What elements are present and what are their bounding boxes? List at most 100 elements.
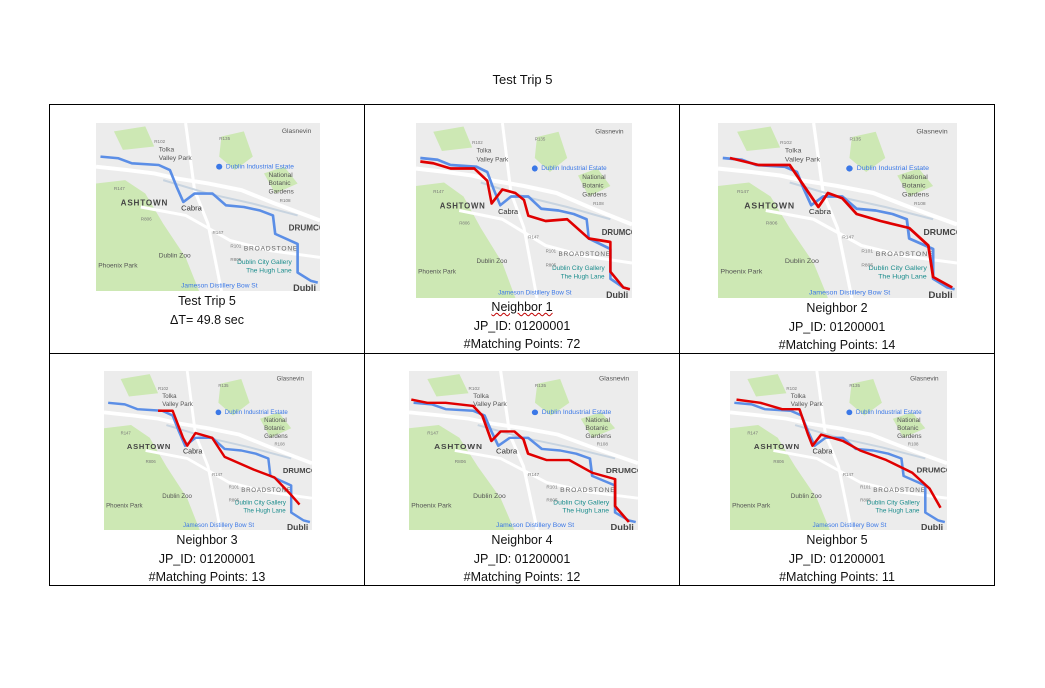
road-label-r147-5: R147 [528,234,539,239]
label-jameson: Jameson Distillery Bow St [812,522,886,529]
road-label-r135-0: R135 [849,137,861,143]
botanic-gardens-area [260,412,292,438]
label-industrial-estate: Dublin Industrial Estate [541,165,607,172]
road-label-r147-2: R147 [121,431,132,436]
cemetery-area [218,378,250,416]
label-valley-park: Valley Park [162,401,194,408]
phoenix-park-area [416,182,516,298]
label-hugh-lane: The Hugh Lane [875,508,920,515]
road-label-r147-2: R147 [433,189,444,194]
label-glasnevin: Glasnevin [282,128,312,135]
south-road [145,449,312,500]
label-phoenix-park: Phoenix Park [732,503,771,510]
phoenix-park-area [730,425,830,530]
road-label-r805-7: R805 [861,263,873,269]
cell-jp-id: JP_ID: 01200001 [158,551,256,566]
label-hugh-lane: The Hugh Lane [246,268,292,275]
road-label-r101-6: R101 [546,248,557,253]
label-dubli: Dubli [928,290,952,298]
label-industrial-estate: Dublin Industrial Estate [857,165,930,172]
label-valley-park: Valley Park [785,157,821,164]
botanic-gardens-area [264,166,298,194]
cell-title: Test Trip 5 [178,294,236,308]
label-dubli: Dubli [287,522,308,530]
road-label-r108-3: R108 [280,198,291,203]
cell-neighbor-5: Glasnevin Tolka Valley Park Dublin Industri… [679,353,995,586]
label-ashtown: ASHTOWN [121,198,169,207]
road-label-r806-4: R806 [766,221,778,227]
cell-neighbor-1: Glasnevin Tolka Valley Park Dublin Industri… [364,104,680,354]
label-botanic: Botanic [902,183,926,190]
place-pin-icon [846,165,853,172]
road-label-r147-2: R147 [114,186,125,191]
cell-jp-id: JP_ID: 01200001 [473,318,571,333]
label-jameson: Jameson Distillery Bow St [809,290,890,297]
label-ashtown: ASHTOWN [744,201,795,211]
label-drumco: DRUMCO [924,227,957,237]
label-ashtown: ASHTOWN [434,442,483,451]
road-label-r805-7: R805 [230,257,241,262]
label-dubli: Dubli [921,522,943,530]
cell-jp-id: JP_ID: 01200001 [788,551,886,566]
label-national: National [582,174,606,181]
label-gallery: Dublin City Gallery [235,500,287,507]
cemetery-area [534,378,570,416]
label-tolka: Tolka [162,393,177,400]
cemetery-area [534,131,568,172]
test-trip-route [100,155,319,284]
cell-title: Neighbor 1 [491,300,553,314]
road-label-r806-4: R806 [141,217,152,222]
road-label-r147-5: R147 [212,472,223,477]
label-gardens: Gardens [902,192,930,199]
map-neighbor-2: Glasnevin Tolka Valley Park Dublin Industri… [718,123,957,298]
cell-title: Neighbor 4 [491,533,553,547]
phoenix-park-area [409,425,515,530]
phoenix-park-area [718,182,828,298]
label-tolka: Tolka [473,393,489,400]
label-gallery: Dublin City Gallery [552,265,605,272]
place-pin-icon [531,409,539,416]
label-valley-park: Valley Park [473,401,507,408]
road-label-r108-3: R108 [908,442,919,447]
cell-neighbor-2: Glasnevin Tolka Valley Park Dublin Industri… [679,104,995,354]
cell-matching-points: #Matching Points: 13 [148,570,266,584]
place-pin-icon [846,409,853,416]
road-label-r108-3: R108 [914,201,926,207]
cell-jp-id: JP_ID: 01200001 [788,319,886,334]
label-gardens: Gardens [897,433,922,440]
label-valley-park: Valley Park [159,155,193,162]
place-pin-icon [215,409,222,416]
road-label-r135-0: R135 [535,136,546,141]
cell-neighbor-3: Glasnevin Tolka Valley Park Dublin Industri… [49,353,365,586]
north-park-area [433,126,473,151]
road-label-r135-0: R135 [218,383,229,388]
road-label-r147-2: R147 [427,431,439,436]
neighbor-route [736,398,942,509]
place-pin-icon [531,165,538,172]
label-cabra: Cabra [496,447,518,456]
label-cabra: Cabra [812,447,832,456]
road-label-r806-4: R806 [459,220,470,225]
label-hugh-lane: The Hugh Lane [562,508,609,515]
label-broadstone: BROADSTONE [241,487,291,494]
label-dublin-zoo: Dublin Zoo [785,258,819,265]
label-industrial-estate: Dublin Industrial Estate [856,409,922,416]
cemetery-area [849,378,882,416]
label-valley-park: Valley Park [476,156,508,163]
road-label-r147-5: R147 [212,230,223,235]
road-label-r147-5: R147 [528,472,540,477]
road-label-r101-6: R101 [861,249,873,255]
botanic-gardens-area [897,168,934,197]
label-gardens: Gardens [582,191,607,198]
label-drumco: DRUMCO [289,224,320,233]
canal [789,181,934,221]
label-glasnevin: Glasnevin [277,376,304,383]
label-phoenix-park: Phoenix Park [418,268,457,275]
label-hugh-lane: The Hugh Lane [243,508,286,515]
botanic-gardens-area [892,412,926,438]
road-label-r101-6: R101 [860,485,871,490]
road-label-r101-6: R101 [229,485,240,490]
cemetery-area [219,131,253,171]
